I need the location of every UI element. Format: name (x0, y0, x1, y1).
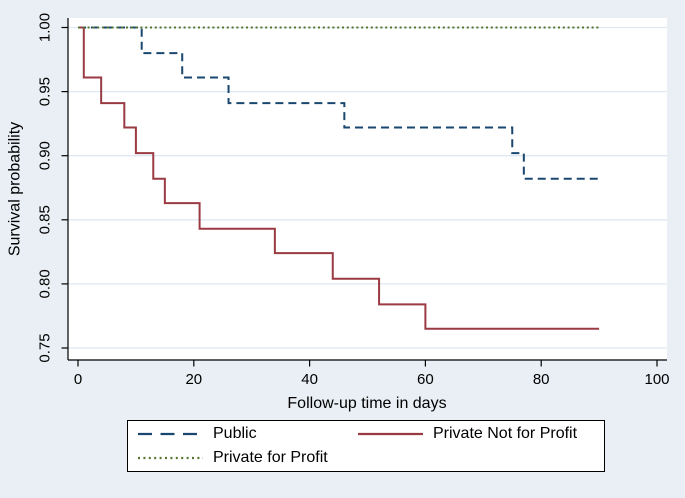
legend-label-private-not-for-profit: Private Not for Profit (433, 425, 578, 442)
series-path-private-not-for-profit (78, 26, 600, 330)
y-tick-label-0.80: 0.80 (36, 269, 53, 298)
dotted-line-key-icon (138, 456, 203, 460)
x-tick-label-60: 60 (417, 371, 434, 388)
legend-item-public: Public (138, 423, 257, 445)
series-path-public (78, 26, 600, 180)
x-tick-label-40: 40 (301, 371, 318, 388)
x-axis-title: Follow-up time in days (287, 395, 446, 412)
legend-item-private-not-for-profit: Private Not for Profit (358, 423, 577, 445)
y-axis-title: Survival probability (7, 122, 24, 256)
y-tick-label-1.00: 1.00 (36, 13, 53, 42)
y-tick-label-0.75: 0.75 (36, 333, 53, 362)
x-tick-label-20: 20 (185, 371, 202, 388)
solid-line-key-icon (358, 432, 423, 436)
legend-label-public: Public (213, 425, 257, 442)
x-tick-label-80: 80 (533, 371, 550, 388)
x-tick-label-0: 0 (74, 371, 82, 388)
legend-label-private-for-profit: Private for Profit (213, 449, 328, 466)
x-tick-label-100: 100 (644, 371, 669, 388)
dashed-line-key-icon (138, 432, 203, 436)
y-tick-label-0.85: 0.85 (36, 205, 53, 234)
y-tick-label-0.90: 0.90 (36, 141, 53, 170)
y-tick-label-0.95: 0.95 (36, 77, 53, 106)
legend-item-private-for-profit: Private for Profit (138, 447, 328, 469)
legend: Public Private Not for Profit Private fo… (127, 420, 605, 472)
plot-background (68, 18, 667, 360)
